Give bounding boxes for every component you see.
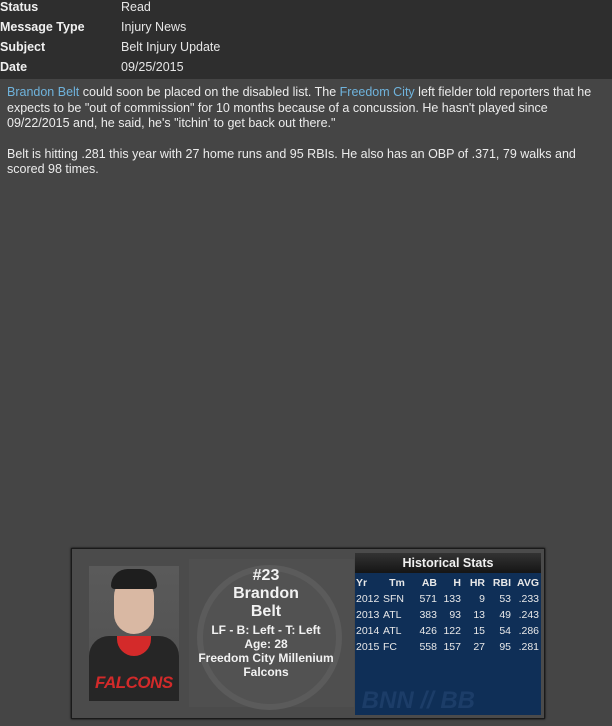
stats-cell: ATL [383,609,402,621]
stats-cell: 133 [443,593,461,605]
player-age: Age: 28 [244,637,288,651]
team-link[interactable]: Freedom City [339,85,415,99]
player-cap [111,569,157,589]
historical-stats-table: Yr Tm AB H HR RBI AVG 2012 SFN 571 133 9 53 .2… [355,575,539,655]
col-avg: AVG [517,577,539,589]
stats-cell: 122 [443,625,461,637]
message-paragraph-1: Brandon Belt could soon be placed on the… [7,85,597,132]
col-ab: AB [421,577,437,589]
player-team[interactable]: Freedom City Millenium Falcons [198,651,334,679]
stats-cell: 54 [499,625,511,637]
stats-cell: SFN [383,593,404,605]
player-info: #23 Brandon Belt LF - B: Left - T: Left … [182,567,350,679]
stats-cell: 383 [419,609,437,621]
col-yr: Yr [356,577,368,589]
stats-cell: 95 [499,641,511,653]
player-first-name: Brandon [233,585,299,602]
subject-label: Subject [0,40,46,54]
col-rbi: RBI [492,577,511,589]
stats-cell: 2012 [356,593,380,605]
message-type-value: Injury News [121,20,187,34]
stats-cell: 558 [419,641,437,653]
stats-cell: FC [383,641,397,653]
status-value: Read [121,0,151,14]
stats-cell: 2015 [356,641,380,653]
message-type-label: Message Type [0,20,85,34]
status-label: Status [0,0,39,14]
stats-cell: 2014 [356,625,380,637]
stats-cell: .233 [518,593,539,605]
message-header: Status Read Message Type Injury News Sub… [0,0,612,79]
message-paragraph-2: Belt is hitting .281 this year with 27 h… [7,146,576,177]
stats-cell: .281 [518,641,539,653]
player-position: LF - B: Left - T: Left [211,623,321,637]
jersey-collar [117,636,151,656]
historical-stats-title: Historical Stats [355,553,541,573]
col-h: H [453,577,461,589]
historical-stats-panel: Historical Stats BNN // BB Yr Tm AB H HR… [355,553,541,715]
date-value: 09/25/2015 [121,60,184,74]
subject-value: Belt Injury Update [121,40,221,54]
stats-header-row: Yr Tm AB H HR RBI AVG [355,575,539,591]
stats-cell: 93 [449,609,461,621]
stats-cell: 2013 [356,609,380,621]
player-card: FALCONS #23 Brandon Belt LF - B: Left - … [71,548,545,719]
player-number: #23 [252,567,280,584]
player-link[interactable]: Brandon Belt [7,85,80,99]
team-emblem-icon [197,565,342,710]
date-label: Date [0,60,28,74]
player-last-name: Belt [250,603,282,620]
stats-row: 2014 ATL 426 122 15 54 .286 [355,623,539,639]
player-photo[interactable]: FALCONS [89,566,179,701]
stats-cell: 27 [473,641,485,653]
stats-cell: 15 [473,625,485,637]
stats-cell: 571 [419,593,437,605]
stats-cell: 49 [499,609,511,621]
stats-row: 2015 FC 558 157 27 95 .281 [355,639,539,655]
message-text: could soon be placed on the disabled lis… [79,85,340,99]
stats-row: 2012 SFN 571 133 9 53 .233 [355,591,539,607]
message-text: left fielder told reporters that he expe… [7,85,592,130]
stats-cell: 426 [419,625,437,637]
stats-cell: 13 [473,609,485,621]
stats-watermark: BNN // BB [355,687,475,714]
jersey-logo: FALCONS [95,673,173,692]
stats-row: 2013 ATL 383 93 13 49 .243 [355,607,539,623]
stats-cell: .286 [518,625,539,637]
col-hr: HR [469,577,485,589]
stats-cell: 157 [443,641,461,653]
stats-cell: ATL [383,625,402,637]
corner-logo-fragment [540,718,612,726]
stats-cell: 53 [499,593,511,605]
stats-cell: 9 [479,593,485,605]
stats-cell: .243 [518,609,539,621]
message-body: Brandon Belt could soon be placed on the… [7,85,597,193]
col-tm: Tm [389,577,405,589]
